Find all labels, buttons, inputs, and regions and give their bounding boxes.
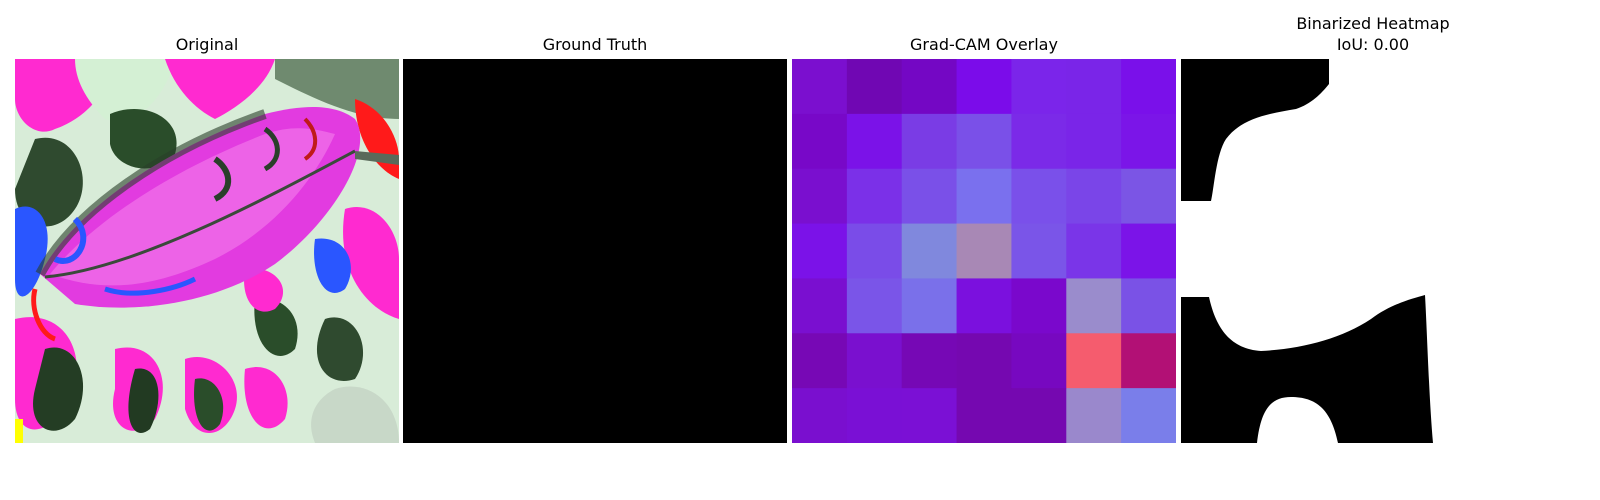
- heatmap-cell: [846, 333, 903, 389]
- heatmap-cell: [1066, 223, 1122, 279]
- heatmap-cell: [792, 113, 848, 170]
- heatmap-cell: [1066, 59, 1122, 115]
- panel-title: Grad-CAM Overlay: [910, 35, 1058, 54]
- panel-subtitle: IoU: 0.00: [1336, 35, 1410, 54]
- heatmap-cell: [1066, 113, 1122, 170]
- heatmap-cell: [846, 113, 903, 170]
- heatmap-cell: [901, 278, 958, 334]
- heatmap-cell: [1121, 59, 1176, 115]
- panel-binarized: Binarized Heatmap IoU: 0.00: [1181, 0, 1565, 500]
- heatmap-cell: [901, 168, 958, 225]
- heatmap-cell: [1066, 388, 1122, 443]
- heatmap-cell: [956, 168, 1012, 225]
- heatmap-cell: [1121, 168, 1176, 225]
- heatmap-cell: [956, 59, 1012, 115]
- heatmap-cell: [956, 223, 1012, 279]
- heatmap-cell: [1066, 333, 1122, 389]
- heatmap-cell: [956, 333, 1012, 389]
- heatmap-cell: [1066, 278, 1122, 334]
- heatmap-cell: [956, 113, 1012, 170]
- heatmap-cell: [1011, 223, 1067, 279]
- heatmap-cell: [1066, 168, 1122, 225]
- heatmap-cell: [846, 59, 903, 115]
- heatmap-cell: [1011, 59, 1067, 115]
- heatmap-cell: [1121, 223, 1176, 279]
- heatmap-cell: [901, 333, 958, 389]
- panel-original: Original: [15, 0, 399, 500]
- heatmap-cell: [1011, 168, 1067, 225]
- heatmap-cell: [1121, 333, 1176, 389]
- heatmap-cell: [1011, 333, 1067, 389]
- gradcam-overlay: [792, 59, 1176, 443]
- heatmap-cell: [1011, 388, 1067, 443]
- heatmap-cell: [792, 59, 848, 115]
- heatmap-cell: [901, 113, 958, 170]
- leaf-image: [15, 59, 399, 443]
- heatmap-cell: [792, 223, 848, 279]
- panel-title: Ground Truth: [542, 35, 648, 54]
- heatmap-cell: [1011, 278, 1067, 334]
- heatmap-cell: [846, 168, 903, 225]
- heatmap-cell: [846, 278, 903, 334]
- heatmap-cell: [1121, 388, 1176, 443]
- heatmap-cell: [792, 333, 848, 389]
- heatmap-cell: [846, 223, 903, 279]
- binarized-heatmap: [1181, 59, 1565, 443]
- heatmap-cell: [792, 168, 848, 225]
- panel-title: Binarized Heatmap: [1296, 14, 1450, 33]
- heatmap-cell: [846, 388, 903, 443]
- ground-truth-mask: [403, 59, 787, 443]
- binary-mask: [1181, 59, 1565, 443]
- heatmap-cell: [1011, 113, 1067, 170]
- panel-title: Original: [175, 35, 239, 54]
- heatmap-cell: [956, 278, 1012, 334]
- heatmap-cell: [1121, 278, 1176, 334]
- panel-gradcam: Grad-CAM Overlay: [792, 0, 1176, 500]
- heatmap-cell: [901, 223, 958, 279]
- heatmap-cell: [956, 388, 1012, 443]
- gradcam-heatmap: [792, 59, 1176, 443]
- original-image: [15, 59, 399, 443]
- heatmap-cell: [1121, 113, 1176, 170]
- heatmap-cell: [792, 388, 848, 443]
- heatmap-cell: [901, 388, 958, 443]
- panel-ground-truth: Ground Truth: [403, 0, 787, 500]
- heatmap-cell: [901, 59, 958, 115]
- heatmap-cell: [792, 278, 848, 334]
